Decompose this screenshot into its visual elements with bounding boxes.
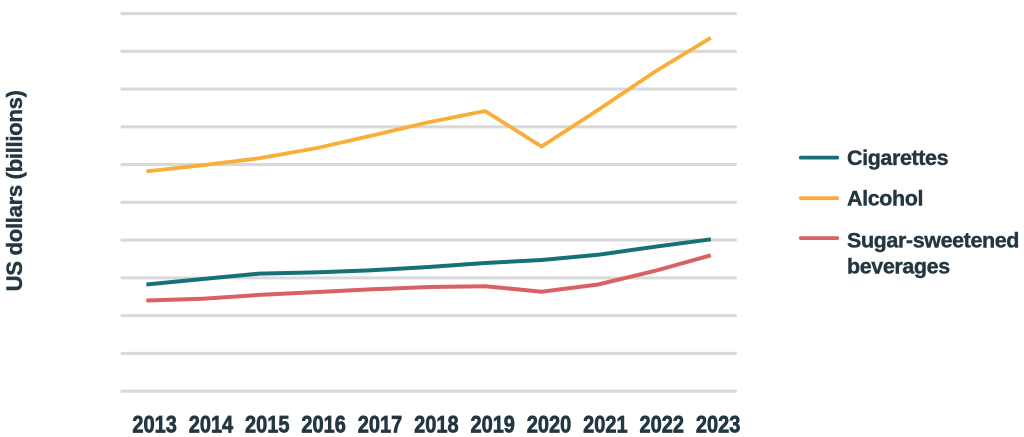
svg-text:2019: 2019 bbox=[470, 411, 514, 437]
svg-text:Sugar-sweetened: Sugar-sweetened bbox=[847, 228, 1019, 252]
svg-text:2015: 2015 bbox=[245, 411, 289, 437]
svg-text:Cigarettes: Cigarettes bbox=[847, 146, 949, 170]
svg-text:2017: 2017 bbox=[358, 411, 402, 437]
svg-text:2023: 2023 bbox=[696, 411, 740, 437]
svg-text:Alcohol: Alcohol bbox=[847, 186, 923, 210]
svg-text:2014: 2014 bbox=[189, 411, 234, 437]
svg-text:2016: 2016 bbox=[301, 411, 345, 437]
svg-text:US dollars (billions): US dollars (billions) bbox=[2, 90, 27, 291]
svg-text:2021: 2021 bbox=[583, 411, 627, 437]
svg-text:beverages: beverages bbox=[847, 255, 950, 279]
svg-text:2022: 2022 bbox=[640, 411, 684, 437]
svg-text:2013: 2013 bbox=[132, 411, 176, 437]
svg-text:2018: 2018 bbox=[414, 411, 458, 437]
svg-text:2020: 2020 bbox=[527, 411, 571, 437]
